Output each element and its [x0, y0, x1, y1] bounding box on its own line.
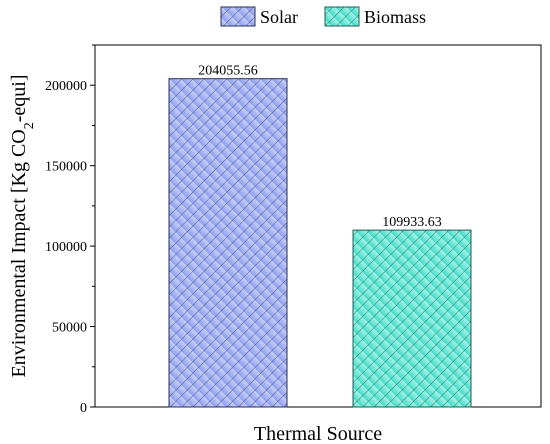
- x-axis-label: Thermal Source: [254, 423, 382, 444]
- legend-swatch-solar: [220, 6, 256, 27]
- bars: 204055.56 109933.63: [168, 64, 472, 408]
- legend-label-biomass: Biomass: [364, 7, 426, 27]
- y-tick-label: 0: [80, 401, 87, 416]
- bar-solar: [168, 78, 288, 408]
- data-label-biomass: 109933.63: [382, 215, 442, 230]
- legend-label-solar: Solar: [260, 7, 298, 27]
- y-tick-label: 150000: [45, 160, 87, 175]
- y-tick-label: 100000: [45, 240, 87, 255]
- y-axis-label: Environmental Impact [Kg CO2-equi]: [8, 74, 37, 377]
- y-tick-label: 50000: [52, 321, 87, 336]
- y-tick-label: 200000: [45, 79, 87, 94]
- data-label-solar: 204055.56: [198, 64, 258, 79]
- bar-biomass: [352, 229, 472, 408]
- plot-frame: [94, 44, 542, 408]
- legend-swatch-biomass: [324, 6, 360, 27]
- legend: Solar Biomass: [220, 6, 426, 27]
- y-axis: 0 50000 100000 150000 200000: [45, 44, 95, 416]
